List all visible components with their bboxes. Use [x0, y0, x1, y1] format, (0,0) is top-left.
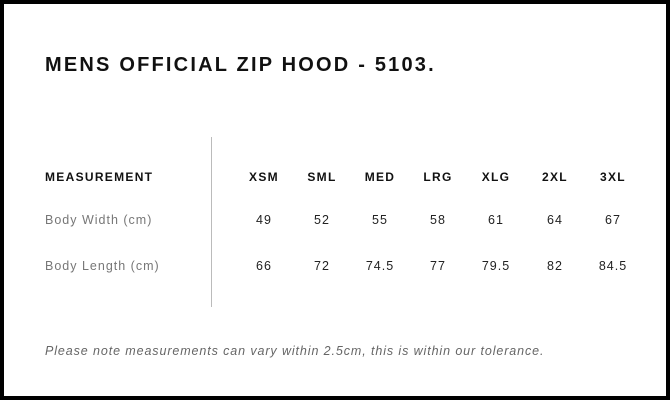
table-cell: 72: [314, 259, 330, 273]
table-cell: 67: [605, 213, 621, 227]
table-cell: 55: [372, 213, 388, 227]
measurement-header: MEASUREMENT: [45, 170, 154, 184]
table-cell: 84.5: [598, 259, 628, 273]
table-cell: 64: [547, 213, 563, 227]
size-header: LRG: [423, 170, 453, 184]
size-header: XSM: [249, 170, 279, 184]
table-cell: 77: [430, 259, 446, 273]
size-header: 3XL: [600, 170, 626, 184]
page-title: MENS OFFICIAL ZIP HOOD - 5103.: [45, 54, 436, 76]
size-header: SML: [307, 170, 337, 184]
size-header: MED: [364, 170, 396, 184]
column-divider: [211, 137, 212, 307]
table-cell: 61: [488, 213, 504, 227]
table-cell: 52: [314, 213, 330, 227]
table-cell: 79.5: [481, 259, 511, 273]
size-header: XLG: [481, 170, 511, 184]
size-header: 2XL: [542, 170, 568, 184]
size-chart-card: MENS OFFICIAL ZIP HOOD - 5103. MEASUREME…: [4, 4, 666, 396]
table-cell: 49: [256, 213, 272, 227]
table-cell: 66: [256, 259, 272, 273]
row-label: Body Length (cm): [45, 259, 160, 273]
table-cell: 74.5: [365, 259, 395, 273]
table-cell: 58: [430, 213, 446, 227]
table-cell: 82: [547, 259, 563, 273]
row-label: Body Width (cm): [45, 213, 153, 227]
tolerance-note: Please note measurements can vary within…: [45, 344, 545, 358]
